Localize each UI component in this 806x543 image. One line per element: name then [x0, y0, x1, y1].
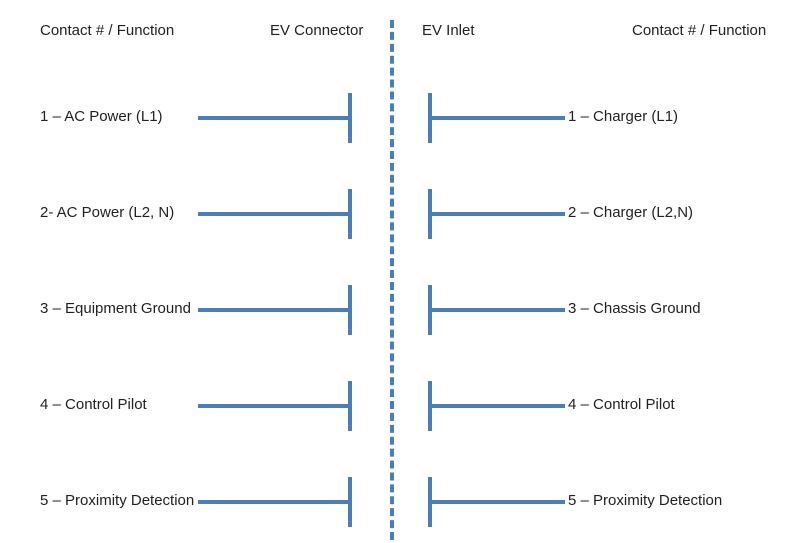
ev-connector-inlet-diagram: Contact # / Function EV Connector EV Inl…	[0, 0, 806, 543]
center-divider	[390, 20, 394, 540]
row-right-label: 5 – Proximity Detection	[568, 492, 722, 509]
connector-line-left	[198, 308, 350, 312]
row-right-label: 3 – Chassis Ground	[568, 300, 701, 317]
header-ev-connector: EV Connector	[270, 22, 363, 39]
header-ev-inlet: EV Inlet	[422, 22, 475, 39]
inlet-line-right	[430, 500, 565, 504]
inlet-line-right	[430, 116, 565, 120]
row-left-label: 3 – Equipment Ground	[40, 300, 191, 317]
connector-tick-left	[348, 285, 352, 335]
row-left-label: 1 – AC Power (L1)	[40, 108, 163, 125]
connector-line-left	[198, 116, 350, 120]
connector-tick-left	[348, 93, 352, 143]
row-left-label: 2- AC Power (L2, N)	[40, 204, 174, 221]
inlet-line-right	[430, 404, 565, 408]
header-left-function: Contact # / Function	[40, 22, 174, 39]
row-right-label: 2 – Charger (L2,N)	[568, 204, 693, 221]
connector-tick-left	[348, 477, 352, 527]
connector-line-left	[198, 212, 350, 216]
inlet-line-right	[430, 308, 565, 312]
connector-line-left	[198, 500, 350, 504]
row-right-label: 4 – Control Pilot	[568, 396, 675, 413]
row-left-label: 4 – Control Pilot	[40, 396, 147, 413]
connector-tick-left	[348, 381, 352, 431]
connector-line-left	[198, 404, 350, 408]
connector-tick-left	[348, 189, 352, 239]
inlet-line-right	[430, 212, 565, 216]
row-right-label: 1 – Charger (L1)	[568, 108, 678, 125]
header-right-function: Contact # / Function	[632, 22, 766, 39]
row-left-label: 5 – Proximity Detection	[40, 492, 194, 509]
